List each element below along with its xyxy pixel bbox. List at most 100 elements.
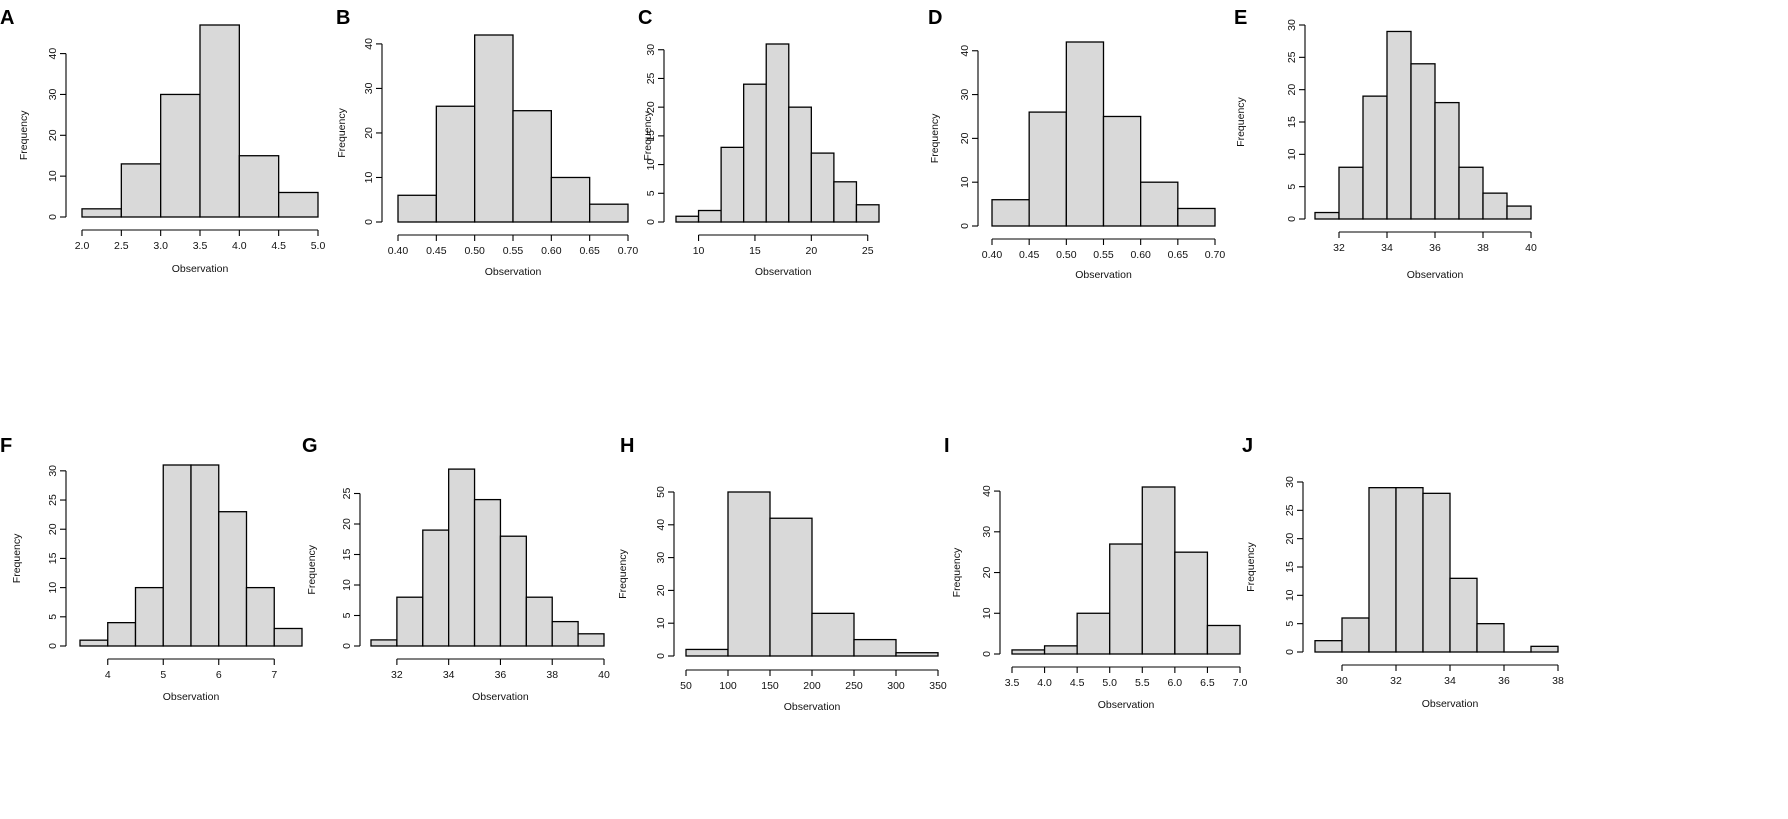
y-tick-label: 5 bbox=[1284, 621, 1296, 627]
histogram-bar bbox=[499, 535, 527, 647]
x-tick-label: 38 bbox=[1477, 242, 1489, 254]
x-tick-label: 3.0 bbox=[153, 240, 168, 252]
x-tick-label: 34 bbox=[1444, 675, 1456, 687]
x-tick-label: 4.5 bbox=[271, 240, 286, 252]
x-tick-label: 6 bbox=[216, 669, 222, 681]
y-tick-label: 10 bbox=[47, 170, 59, 182]
histogram-bar bbox=[685, 648, 729, 657]
y-tick-label: 10 bbox=[341, 579, 353, 591]
histogram-panel-b: B 0 10 20 30 40 0.40 0.45 0.50 0.55 0.60 0.65 0.70 Ob… bbox=[336, 7, 638, 278]
histogram-bar bbox=[422, 529, 450, 647]
histogram-bar bbox=[1206, 624, 1241, 655]
histogram-bar bbox=[1434, 101, 1460, 220]
histogram-bar bbox=[1338, 166, 1364, 220]
histogram-panel-g: G 0 5 10 15 20 25 32 34 36 38 40 Observation Frequenc… bbox=[302, 435, 610, 703]
x-tick-label: 0.45 bbox=[1019, 249, 1040, 261]
histogram-bar bbox=[79, 639, 109, 647]
y-tick-label: 0 bbox=[363, 219, 375, 225]
histogram-panel-c: C 0 5 10 15 20 25 30 10 15 20 25 Observation Frequenc… bbox=[638, 7, 880, 278]
x-tick-label: 32 bbox=[391, 669, 403, 681]
x-tick-label: 250 bbox=[845, 680, 863, 692]
y-axis-title: Frequency bbox=[951, 547, 963, 597]
histogram-bar bbox=[199, 24, 240, 218]
y-tick-label: 40 bbox=[47, 48, 59, 60]
x-tick-label: 0.65 bbox=[579, 245, 600, 257]
histogram-bar bbox=[1449, 577, 1478, 653]
y-tick-label: 10 bbox=[1284, 589, 1296, 601]
histogram-bar bbox=[1076, 612, 1111, 655]
histogram-bar bbox=[833, 181, 858, 223]
histogram-bar bbox=[397, 194, 437, 223]
x-tick-label: 5.5 bbox=[1135, 677, 1150, 689]
histogram-bar bbox=[550, 176, 591, 223]
x-tick-label: 3.5 bbox=[193, 240, 208, 252]
histogram-bar bbox=[1395, 487, 1424, 653]
histogram-bar bbox=[1140, 181, 1179, 227]
x-tick-label: 5.0 bbox=[1102, 677, 1117, 689]
x-tick-label: 3.5 bbox=[1005, 677, 1020, 689]
y-tick-label: 10 bbox=[981, 607, 993, 619]
y-axis-title: Frequency bbox=[642, 110, 654, 160]
x-tick-label: 0.60 bbox=[1130, 249, 1151, 261]
histogram-bar bbox=[743, 83, 767, 223]
x-tick-label: 40 bbox=[1525, 242, 1537, 254]
x-axis-title: Observation bbox=[1407, 269, 1464, 281]
y-tick-label: 30 bbox=[47, 465, 59, 477]
histogram-bar bbox=[1028, 111, 1067, 227]
y-tick-label: 25 bbox=[341, 488, 353, 500]
histogram-bar bbox=[811, 612, 855, 657]
y-tick-label: 0 bbox=[47, 643, 59, 649]
histogram-panel-e: E 0 5 10 15 20 25 30 32 34 36 38 40 Observation Freque… bbox=[1234, 7, 1537, 281]
histogram-bar bbox=[855, 204, 880, 223]
x-tick-label: 0.50 bbox=[464, 245, 485, 257]
x-tick-label: 7.0 bbox=[1233, 677, 1248, 689]
x-tick-label: 6.0 bbox=[1168, 677, 1183, 689]
histogram-bar bbox=[278, 191, 319, 218]
histogram-panel-a: A 0 10 20 30 40 2.0 2.5 3.0 3.5 4.0 4.5 5.0 Observati… bbox=[0, 7, 325, 275]
y-tick-label: 10 bbox=[959, 176, 971, 188]
y-tick-label: 0 bbox=[341, 643, 353, 649]
x-tick-label: 5.0 bbox=[311, 240, 326, 252]
y-tick-label: 20 bbox=[363, 127, 375, 139]
histogram-bar bbox=[134, 586, 164, 647]
histogram-bar bbox=[895, 652, 939, 657]
y-tick-label: 40 bbox=[981, 485, 993, 497]
histogram-panel-d: D 0 10 20 30 40 0.40 0.45 0.50 0.55 0.60 0.65 0.70 Ob… bbox=[928, 7, 1225, 281]
x-tick-label: 200 bbox=[803, 680, 821, 692]
y-tick-label: 25 bbox=[1284, 504, 1296, 516]
histogram-panel-f: F 0 5 10 15 20 25 30 4 5 6 7 Observation Frequency bbox=[0, 435, 303, 703]
histogram-bar bbox=[1458, 166, 1484, 220]
y-tick-label: 5 bbox=[341, 612, 353, 618]
histogram-bar bbox=[512, 110, 552, 223]
y-tick-label: 30 bbox=[1286, 19, 1298, 31]
histogram-bar bbox=[1386, 30, 1412, 220]
x-tick-label: 7 bbox=[271, 669, 277, 681]
x-tick-label: 38 bbox=[546, 669, 558, 681]
histogram-bar bbox=[769, 517, 813, 657]
y-tick-label: 25 bbox=[1286, 51, 1298, 63]
histogram-panel-j: J 0 5 10 15 20 25 30 30 32 34 36 38 Observation Freque… bbox=[1242, 435, 1564, 710]
histogram-bar bbox=[525, 596, 553, 647]
x-tick-label: 30 bbox=[1336, 675, 1348, 687]
y-tick-label: 10 bbox=[655, 617, 667, 629]
y-tick-label: 0 bbox=[645, 219, 657, 225]
y-tick-label: 0 bbox=[1284, 649, 1296, 655]
histogram-bar bbox=[720, 146, 745, 223]
histogram-bar bbox=[853, 638, 897, 657]
x-tick-label: 0.70 bbox=[618, 245, 639, 257]
panel-label-d: D bbox=[928, 7, 942, 29]
y-tick-label: 10 bbox=[1286, 148, 1298, 160]
histogram-bar bbox=[1109, 543, 1143, 655]
histogram-bar bbox=[120, 163, 162, 218]
histogram-bar bbox=[1141, 486, 1176, 655]
x-axis-title: Observation bbox=[485, 266, 542, 278]
y-tick-label: 30 bbox=[1284, 476, 1296, 488]
y-tick-label: 20 bbox=[47, 129, 59, 141]
y-tick-label: 40 bbox=[363, 38, 375, 50]
x-tick-label: 4.5 bbox=[1070, 677, 1085, 689]
panel-label-j: J bbox=[1242, 435, 1253, 457]
y-tick-label: 25 bbox=[47, 494, 59, 506]
y-axis-title: Frequency bbox=[617, 548, 629, 598]
x-tick-label: 32 bbox=[1333, 242, 1345, 254]
x-tick-label: 5 bbox=[160, 669, 166, 681]
